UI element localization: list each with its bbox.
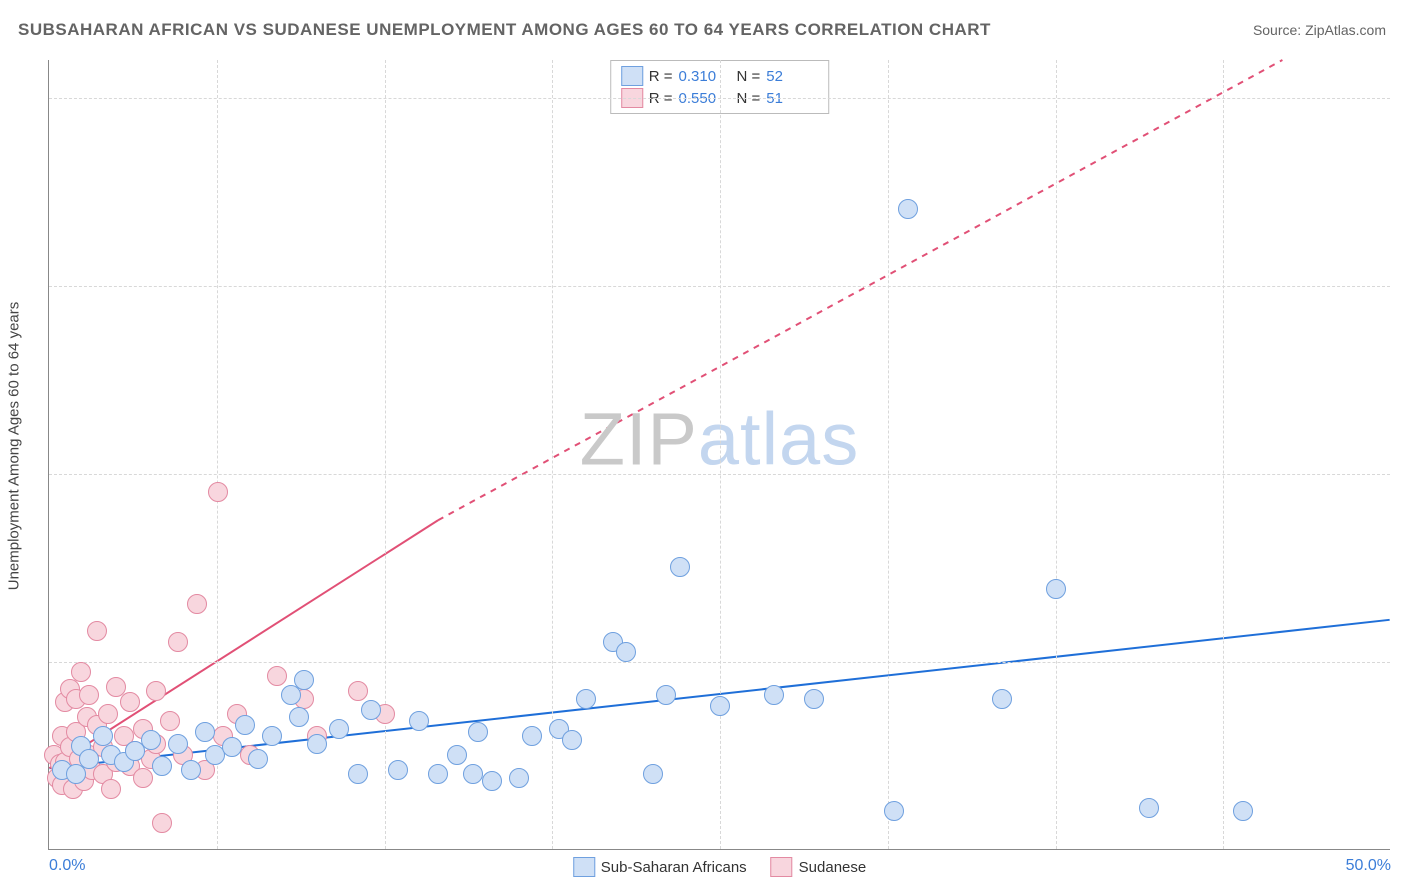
scatter-point	[248, 749, 268, 769]
gridline-vertical	[720, 60, 721, 849]
legend-swatch	[621, 66, 643, 86]
scatter-point	[93, 726, 113, 746]
scatter-point	[133, 768, 153, 788]
scatter-point	[804, 689, 824, 709]
scatter-point	[267, 666, 287, 686]
scatter-point	[1046, 579, 1066, 599]
scatter-point	[160, 711, 180, 731]
legend-N-value: 52	[766, 68, 818, 85]
chart-plot-area: ZIPatlas R =0.310N =52R =0.550N =51 Sub-…	[48, 60, 1390, 850]
y-tick-label: 20.0%	[1398, 465, 1406, 483]
scatter-point	[670, 557, 690, 577]
legend-series-label: Sudanese	[799, 859, 867, 876]
scatter-point	[79, 685, 99, 705]
scatter-point	[152, 756, 172, 776]
scatter-point	[522, 726, 542, 746]
scatter-point	[208, 482, 228, 502]
legend-series-item: Sub-Saharan Africans	[573, 857, 747, 877]
scatter-point	[195, 722, 215, 742]
scatter-point	[262, 726, 282, 746]
legend-R-value: 0.310	[679, 68, 731, 85]
scatter-point	[307, 734, 327, 754]
scatter-point	[168, 734, 188, 754]
scatter-point	[509, 768, 529, 788]
scatter-point	[348, 764, 368, 784]
scatter-point	[329, 719, 349, 739]
scatter-point	[98, 704, 118, 724]
scatter-point	[463, 764, 483, 784]
x-tick-label: 0.0%	[49, 857, 85, 875]
legend-swatch	[573, 857, 595, 877]
scatter-point	[152, 813, 172, 833]
scatter-point	[71, 662, 91, 682]
scatter-point	[468, 722, 488, 742]
scatter-point	[562, 730, 582, 750]
scatter-point	[764, 685, 784, 705]
scatter-point	[409, 711, 429, 731]
scatter-point	[482, 771, 502, 791]
scatter-point	[120, 692, 140, 712]
scatter-point	[79, 749, 99, 769]
scatter-point	[884, 801, 904, 821]
scatter-point	[576, 689, 596, 709]
scatter-point	[361, 700, 381, 720]
scatter-point	[428, 764, 448, 784]
scatter-point	[1139, 798, 1159, 818]
gridline-vertical	[888, 60, 889, 849]
legend-swatch	[771, 857, 793, 877]
y-tick-label: 10.0%	[1398, 653, 1406, 671]
scatter-point	[181, 760, 201, 780]
scatter-point	[656, 685, 676, 705]
y-tick-label: 30.0%	[1398, 277, 1406, 295]
scatter-point	[289, 707, 309, 727]
scatter-point	[616, 642, 636, 662]
scatter-point	[1233, 801, 1253, 821]
scatter-point	[348, 681, 368, 701]
series-legend: Sub-Saharan Africans Sudanese	[573, 857, 866, 877]
scatter-point	[710, 696, 730, 716]
gridline-vertical	[385, 60, 386, 849]
legend-R-key: R =	[649, 68, 673, 85]
y-axis-label: Unemployment Among Ages 60 to 64 years	[6, 302, 23, 591]
scatter-point	[187, 594, 207, 614]
scatter-point	[222, 737, 242, 757]
trend-line	[438, 60, 1282, 520]
scatter-point	[141, 730, 161, 750]
scatter-point	[898, 199, 918, 219]
y-tick-label: 40.0%	[1398, 89, 1406, 107]
scatter-point	[168, 632, 188, 652]
legend-series-label: Sub-Saharan Africans	[601, 859, 747, 876]
scatter-point	[643, 764, 663, 784]
gridline-vertical	[1056, 60, 1057, 849]
scatter-point	[235, 715, 255, 735]
source-label: Source: ZipAtlas.com	[1253, 22, 1386, 38]
scatter-point	[294, 670, 314, 690]
scatter-point	[101, 779, 121, 799]
legend-series-item: Sudanese	[771, 857, 867, 877]
scatter-point	[388, 760, 408, 780]
scatter-point	[146, 681, 166, 701]
scatter-point	[87, 621, 107, 641]
gridline-vertical	[1223, 60, 1224, 849]
scatter-point	[992, 689, 1012, 709]
chart-title: SUBSAHARAN AFRICAN VS SUDANESE UNEMPLOYM…	[18, 20, 991, 40]
scatter-point	[447, 745, 467, 765]
legend-N-key: N =	[737, 68, 761, 85]
x-tick-label: 50.0%	[1346, 857, 1391, 875]
